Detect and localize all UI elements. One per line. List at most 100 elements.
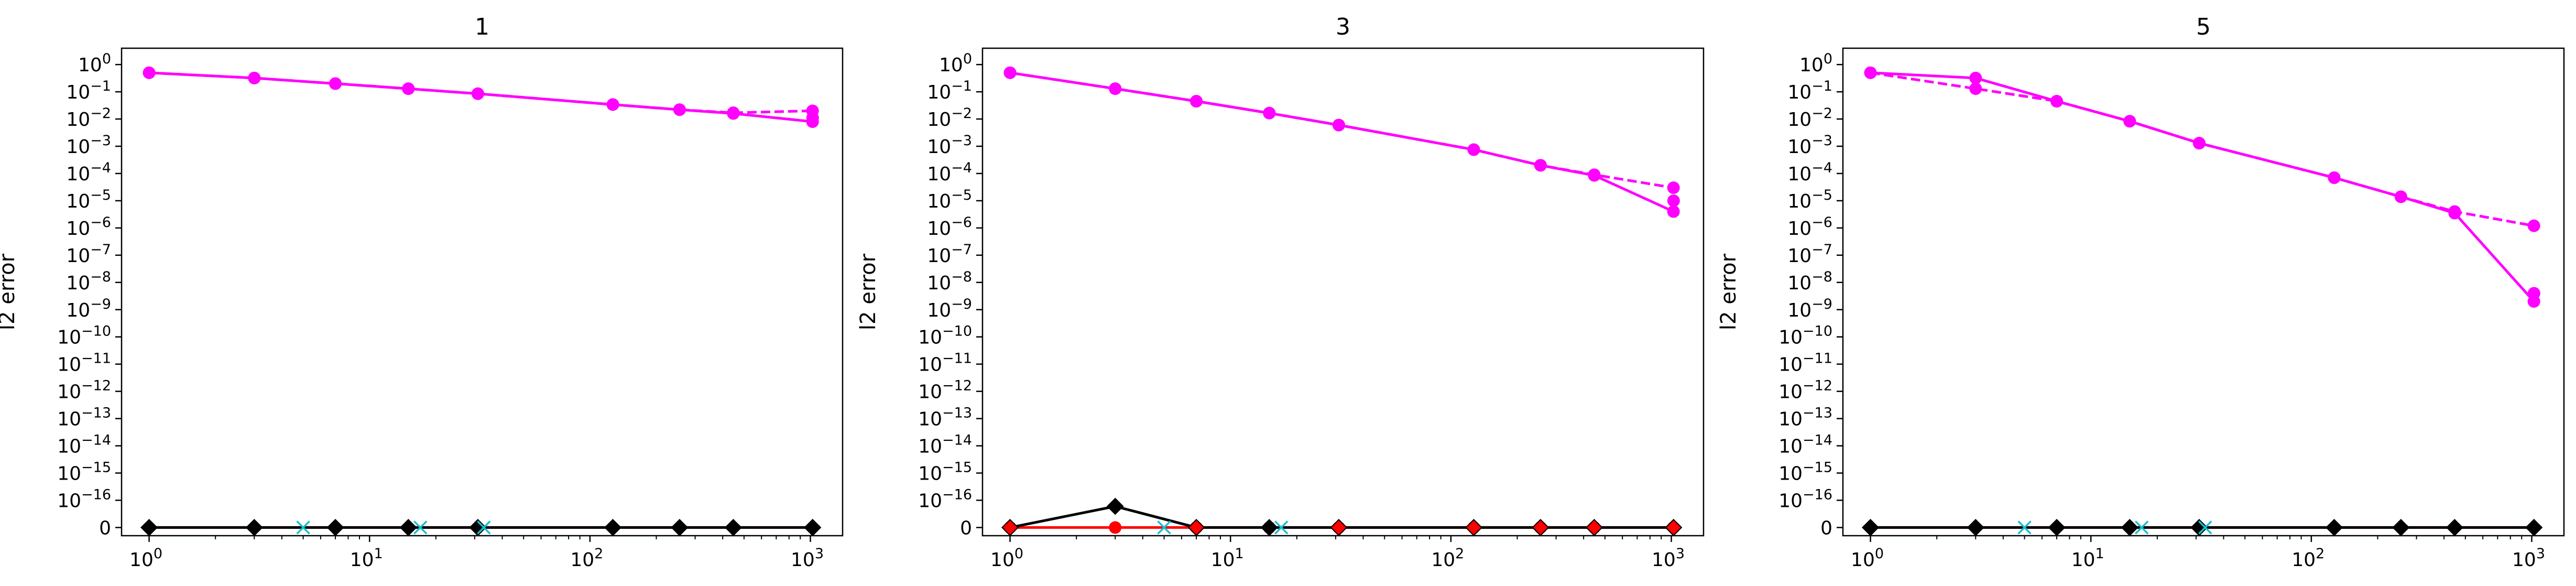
y-tick-label: 10−16	[1778, 486, 1832, 512]
data-point	[2050, 95, 2064, 108]
y-tick-label: 10−6	[927, 214, 972, 240]
data-point	[1969, 82, 1982, 95]
y-tick-label: 10−1	[66, 78, 111, 103]
data-point	[326, 518, 344, 536]
data-point	[673, 103, 686, 116]
data-point	[1109, 521, 1122, 534]
data-point	[296, 520, 310, 535]
data-point	[471, 87, 484, 100]
y-tick-label: 10−7	[66, 242, 111, 267]
y-tick-label: 10−10	[57, 323, 111, 349]
y-tick-label: 10−2	[1787, 105, 1832, 131]
data-point	[477, 520, 491, 535]
data-point	[1969, 71, 1982, 84]
x-tick-label: 102	[2291, 546, 2324, 571]
y-axis-label: l2 error	[1717, 253, 1741, 330]
y-tick-label: 0	[1820, 517, 1832, 539]
data-point	[1667, 194, 1680, 207]
y-tick-label: 10−10	[1778, 323, 1832, 349]
data-point	[143, 66, 156, 79]
y-tick-label: 10−8	[1787, 269, 1832, 294]
data-point	[2525, 518, 2543, 536]
y-tick-label: 10−12	[918, 378, 972, 403]
x-tick-label: 103	[1652, 546, 1685, 571]
data-point	[2392, 518, 2410, 536]
y-tick-label: 10−13	[1778, 405, 1832, 430]
data-point	[1862, 518, 1879, 536]
data-point	[1665, 518, 1683, 536]
x-tick-label: 103	[2512, 546, 2545, 571]
x-tick-label: 100	[129, 546, 162, 571]
y-tick-label: 10−15	[1778, 460, 1832, 485]
y-tick-label: 10−6	[66, 214, 111, 240]
y-tick-label: 10−11	[1778, 351, 1832, 376]
data-point	[804, 518, 822, 536]
chart-panel-1: 1l2 error010−1610−1510−1410−1310−1210−11…	[0, 14, 844, 571]
data-point	[2198, 520, 2212, 535]
data-point	[1187, 518, 1205, 536]
y-tick-label: 10−16	[57, 486, 111, 512]
plot-frame	[121, 47, 844, 537]
data-point	[1534, 159, 1547, 172]
data-point	[1332, 118, 1345, 132]
data-point	[1465, 518, 1482, 536]
chart-panel-3: 5l2 error010−1610−1510−1410−1310−1210−11…	[1717, 14, 2565, 571]
y-tick-label: 100	[939, 51, 972, 76]
y-tick-label: 10−5	[1787, 187, 1832, 212]
y-tick-label: 10−14	[918, 432, 972, 458]
plot-frame	[981, 47, 1705, 537]
x-tick-label: 100	[990, 546, 1023, 571]
data-point	[606, 98, 619, 111]
data-point	[806, 104, 819, 117]
data-point	[2192, 137, 2206, 150]
data-point	[2394, 190, 2407, 203]
data-point	[1263, 106, 1276, 120]
data-point	[1667, 205, 1680, 218]
y-tick-label: 10−15	[918, 460, 972, 485]
data-point	[2527, 219, 2540, 232]
y-tick-label: 10−4	[1787, 160, 1832, 185]
chart-title: 3	[1336, 14, 1350, 40]
y-tick-label: 100	[1799, 51, 1832, 76]
y-tick-label: 10−8	[927, 269, 972, 294]
data-point	[1532, 518, 1549, 536]
y-tick-label: 10−4	[927, 160, 972, 185]
series-line	[1870, 71, 2536, 303]
data-point	[2527, 287, 2540, 300]
x-tick-label: 102	[570, 546, 603, 571]
series-line	[1870, 71, 2535, 227]
data-point	[727, 106, 740, 120]
y-tick-label: 10−16	[918, 486, 972, 512]
data-point	[1157, 520, 1171, 535]
y-tick-label: 10−4	[66, 160, 111, 185]
data-point	[1190, 95, 1203, 108]
data-point	[1467, 143, 1480, 156]
x-tick-label: 101	[1211, 546, 1244, 571]
y-tick-label: 10−1	[1787, 78, 1832, 103]
data-point	[1001, 518, 1019, 536]
data-point	[413, 520, 428, 535]
y-axis-label: l2 error	[856, 253, 880, 330]
data-point	[2328, 171, 2341, 185]
y-tick-label: 10−11	[918, 351, 972, 376]
y-tick-label: 10−5	[927, 187, 972, 212]
chart-title: 1	[475, 14, 489, 40]
y-tick-label: 0	[99, 517, 111, 539]
data-point	[1106, 497, 1124, 515]
y-tick-label: 10−12	[1778, 378, 1832, 403]
data-point	[2446, 518, 2463, 536]
data-point	[2048, 518, 2066, 536]
x-tick-label: 102	[1431, 546, 1464, 571]
data-point	[140, 518, 158, 536]
y-tick-label: 10−5	[66, 187, 111, 212]
data-point	[245, 518, 263, 536]
data-point	[1586, 518, 1603, 536]
y-tick-label: 10−3	[66, 133, 111, 158]
y-tick-label: 10−2	[927, 105, 972, 131]
y-tick-label: 10−15	[57, 460, 111, 485]
y-tick-label: 10−13	[918, 405, 972, 430]
data-point	[2326, 518, 2343, 536]
data-point	[1667, 181, 1680, 194]
y-tick-label: 10−7	[1787, 242, 1832, 267]
